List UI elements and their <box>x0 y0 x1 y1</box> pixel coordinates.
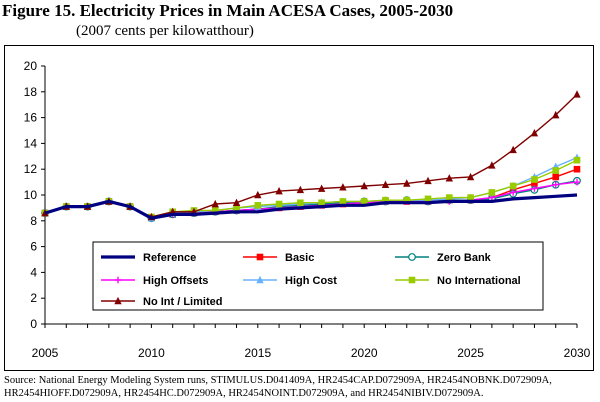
data-point <box>114 296 122 305</box>
data-point <box>403 179 411 187</box>
y-tick-label: 10 <box>24 188 38 202</box>
data-point <box>531 180 538 187</box>
data-point <box>573 165 581 173</box>
data-point <box>509 145 517 154</box>
legend-entry: High Cost <box>243 275 337 287</box>
legend-label: No International <box>437 275 521 287</box>
axes: 0 2 4 6 8 10 12 14 16 18 20 2005 2010 2015 2020 2025 203… <box>24 59 591 360</box>
figure-title: Figure 15. Electricity Prices in Main AC… <box>2 1 454 20</box>
series-layer <box>41 90 581 223</box>
data-point <box>509 182 517 190</box>
x-tick-label: 2005 <box>32 346 59 360</box>
data-point <box>530 128 539 137</box>
y-tick-label: 12 <box>24 162 38 176</box>
data-point <box>275 187 283 195</box>
data-point <box>531 176 538 183</box>
data-point <box>275 200 283 208</box>
data-point <box>424 195 432 203</box>
data-point <box>382 196 389 204</box>
data-point <box>297 199 304 207</box>
data-point <box>467 194 474 201</box>
data-point <box>254 202 262 209</box>
series-basic <box>41 165 581 222</box>
data-point <box>211 199 219 208</box>
y-tick-label: 4 <box>30 265 37 279</box>
x-tick-label: 2030 <box>564 346 591 360</box>
data-point <box>552 110 560 119</box>
series-line <box>44 168 578 219</box>
y-tick-label: 8 <box>30 214 37 228</box>
data-point <box>509 189 517 196</box>
data-point <box>232 198 241 207</box>
data-point <box>573 178 581 186</box>
data-point <box>445 174 454 182</box>
data-point <box>488 189 496 196</box>
y-tick-label: 14 <box>24 136 38 150</box>
figure-subtitle: (2007 cents per kilowatthour) <box>76 23 254 39</box>
data-point <box>256 253 264 261</box>
data-point <box>552 167 560 174</box>
x-tick-label: 2010 <box>138 346 165 360</box>
source-note: Source: National Energy Modeling System … <box>4 375 552 399</box>
series-line <box>44 156 578 219</box>
x-tick-label: 2020 <box>351 346 378 360</box>
legend-label: Reference <box>143 252 196 264</box>
y-tick-label: 20 <box>24 59 38 73</box>
data-point <box>573 90 581 98</box>
data-point <box>424 176 432 185</box>
series-line <box>44 193 578 220</box>
data-point <box>256 275 264 284</box>
legend-entry: No Int / Limited <box>101 296 222 308</box>
legend-entry: No International <box>395 275 521 287</box>
data-point <box>466 172 475 181</box>
data-point <box>318 199 325 207</box>
data-point <box>488 161 496 169</box>
data-point <box>446 194 453 201</box>
data-point <box>360 181 368 190</box>
legend-entry: High Offsets <box>101 275 208 287</box>
x-tick-label: 2025 <box>457 346 484 360</box>
y-tick-label: 16 <box>24 111 38 125</box>
legend-box <box>92 241 544 311</box>
series-reference <box>44 193 578 220</box>
line-chart: 0 2 4 6 8 10 12 14 16 18 20 2005 2010 2015 2020 2025 203… <box>24 59 591 360</box>
data-point <box>211 207 219 214</box>
legend-label: Zero Bank <box>437 252 492 264</box>
y-tick-label: 6 <box>30 240 37 254</box>
data-point <box>339 198 347 205</box>
data-point <box>254 190 262 199</box>
legend-label: High Offsets <box>143 275 208 287</box>
data-point <box>233 204 240 212</box>
y-tick-label: 18 <box>24 85 38 99</box>
data-point <box>531 185 538 192</box>
data-point <box>408 253 416 261</box>
data-point <box>403 196 411 204</box>
data-point <box>296 185 305 194</box>
data-point <box>408 276 416 284</box>
series-high-cost <box>41 153 581 222</box>
legend: Reference Basic Zero Bank High Offsets High … <box>92 241 544 311</box>
data-point <box>381 180 390 188</box>
series-line <box>44 93 578 218</box>
y-tick-label: 2 <box>30 291 37 305</box>
legend-label: No Int / Limited <box>143 296 222 308</box>
data-point <box>552 181 560 188</box>
legend-entry: Zero Bank <box>395 252 492 264</box>
y-tick-label: 0 <box>30 317 37 331</box>
legend-label: Basic <box>285 252 314 264</box>
legend-entry: Reference <box>101 252 196 264</box>
data-point <box>114 276 122 284</box>
data-point <box>360 198 368 205</box>
data-point <box>317 184 326 192</box>
data-point <box>552 173 560 181</box>
data-point <box>339 183 347 191</box>
legend-label: High Cost <box>285 275 337 287</box>
legend-entry: Basic <box>243 252 314 264</box>
data-point <box>573 156 581 164</box>
x-tick-label: 2015 <box>244 346 271 360</box>
chart-frame: 0 2 4 6 8 10 12 14 16 18 20 2005 2010 2015 2020 2025 203… <box>4 45 594 371</box>
